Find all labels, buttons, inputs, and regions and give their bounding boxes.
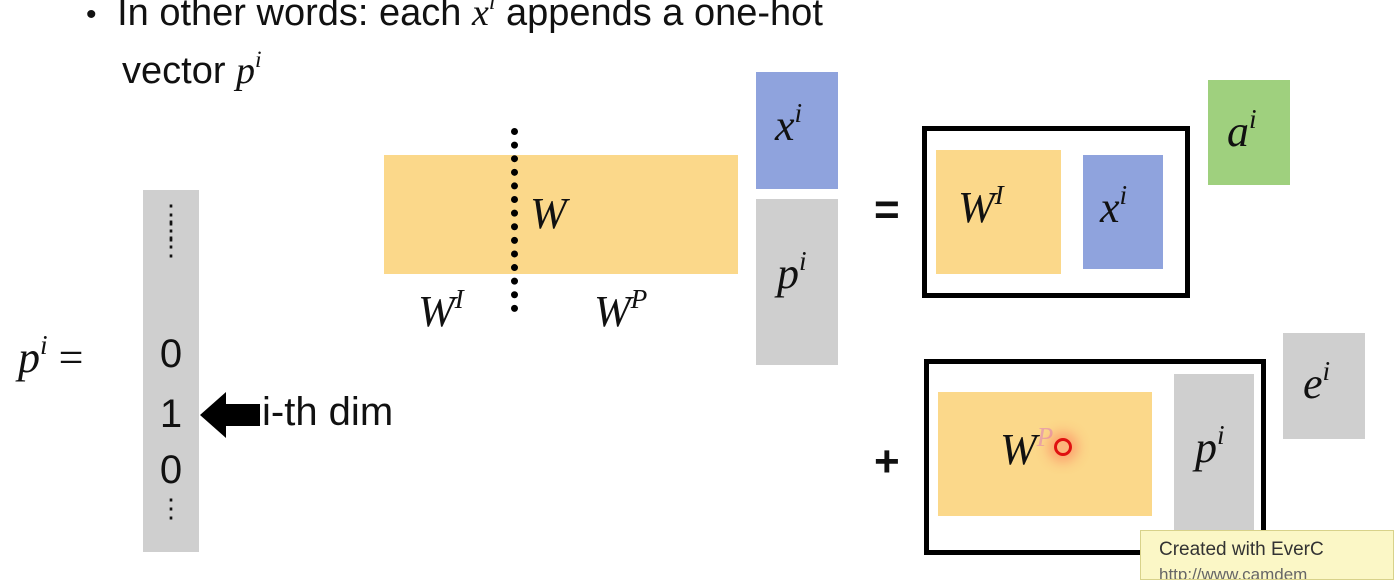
- equals-sign: =: [874, 185, 900, 234]
- bullet-text-suffix: appends a one-hot: [505, 0, 823, 34]
- term1-vector-x: [1083, 155, 1163, 269]
- result-e-vector: [1283, 333, 1365, 439]
- left-arrow-icon: [200, 392, 260, 438]
- term1-vector-label: xi: [1100, 179, 1128, 232]
- term1-outline: [922, 126, 1190, 298]
- onehot-lhs: pi =: [18, 329, 84, 382]
- term1-matrix-wi: [936, 150, 1061, 274]
- bullet-var-p: pi: [236, 47, 262, 92]
- bullet-text-vector: vector: [122, 50, 226, 92]
- stacked-p-vector: [756, 199, 838, 365]
- cursor-indicator: [1054, 438, 1072, 456]
- stacked-p-label: pi: [777, 245, 807, 298]
- term2-vector-label: pi: [1195, 419, 1225, 472]
- arrow-label: i-th dim: [262, 390, 394, 434]
- bullet-text-prefix: In other words: each: [117, 0, 462, 34]
- watermark-line-1: Created with EverC: [1159, 539, 1324, 560]
- matrix-w: [384, 155, 738, 274]
- plus-sign: +: [874, 437, 900, 486]
- matrix-w-label: W: [530, 189, 567, 238]
- bullet-marker: •: [86, 0, 97, 31]
- result-a-label: ai: [1227, 103, 1257, 156]
- bullet-line-2: vector pi: [122, 47, 262, 92]
- onehot-vdots-top: ⋮ ⋮ ⋮: [158, 199, 184, 262]
- term2-outline: [924, 359, 1266, 555]
- onehot-entry-2: 0: [159, 448, 183, 492]
- matrix-w-p-label: WP: [594, 283, 648, 336]
- result-a-vector: [1208, 80, 1290, 185]
- term2-matrix-wp: [938, 392, 1152, 516]
- watermark-line-2: http://www.camdem: [1159, 565, 1308, 580]
- onehot-entry-0: 0: [159, 332, 183, 376]
- term2-vector-p: [1174, 374, 1254, 540]
- onehot-vector: [143, 190, 199, 552]
- result-e-label: ei: [1303, 355, 1331, 408]
- bullet-var-x: xi: [471, 0, 496, 34]
- onehot-vdots-bottom: ⋮: [158, 493, 184, 523]
- watermark-banner: Created with EverC http://www.camdem: [1140, 530, 1394, 580]
- stacked-x-vector: [756, 72, 838, 189]
- matrix-w-i-label: WI: [418, 283, 464, 336]
- term1-matrix-label: WI: [958, 179, 1004, 232]
- term2-matrix-label: WP: [1000, 421, 1054, 474]
- onehot-entry-1: 1: [159, 392, 183, 436]
- stacked-x-label: xi: [775, 97, 803, 150]
- matrix-w-split-line: [511, 128, 518, 312]
- bullet-line-1: • In other words: each xi appends a one-…: [86, 0, 823, 32]
